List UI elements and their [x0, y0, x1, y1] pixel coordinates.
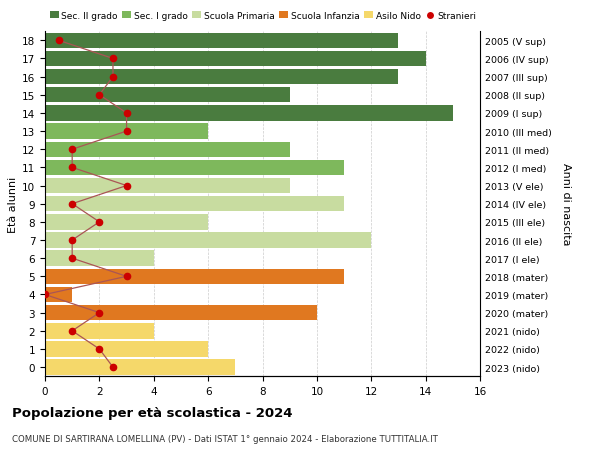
Bar [45, 341, 208, 357]
Bar [45, 251, 154, 266]
Bar [45, 305, 317, 321]
Text: Popolazione per età scolastica - 2024: Popolazione per età scolastica - 2024 [12, 406, 293, 419]
Bar [45, 359, 235, 375]
Bar [45, 51, 425, 67]
Bar [45, 287, 72, 302]
Legend: Sec. II grado, Sec. I grado, Scuola Primaria, Scuola Infanzia, Asilo Nido, Stran: Sec. II grado, Sec. I grado, Scuola Prim… [50, 12, 476, 21]
Bar [45, 124, 208, 140]
Bar [45, 269, 344, 285]
Bar [45, 70, 398, 85]
Bar [45, 142, 290, 157]
Bar [45, 88, 290, 103]
Y-axis label: Età alunni: Età alunni [8, 176, 18, 232]
Bar [45, 160, 344, 176]
Y-axis label: Anni di nascita: Anni di nascita [561, 163, 571, 246]
Bar [45, 179, 290, 194]
Bar [45, 233, 371, 248]
Bar [45, 215, 208, 230]
Text: COMUNE DI SARTIRANA LOMELLINA (PV) - Dati ISTAT 1° gennaio 2024 - Elaborazione T: COMUNE DI SARTIRANA LOMELLINA (PV) - Dat… [12, 434, 438, 443]
Bar [45, 34, 398, 49]
Bar [45, 106, 453, 121]
Bar [45, 324, 154, 339]
Bar [45, 196, 344, 212]
